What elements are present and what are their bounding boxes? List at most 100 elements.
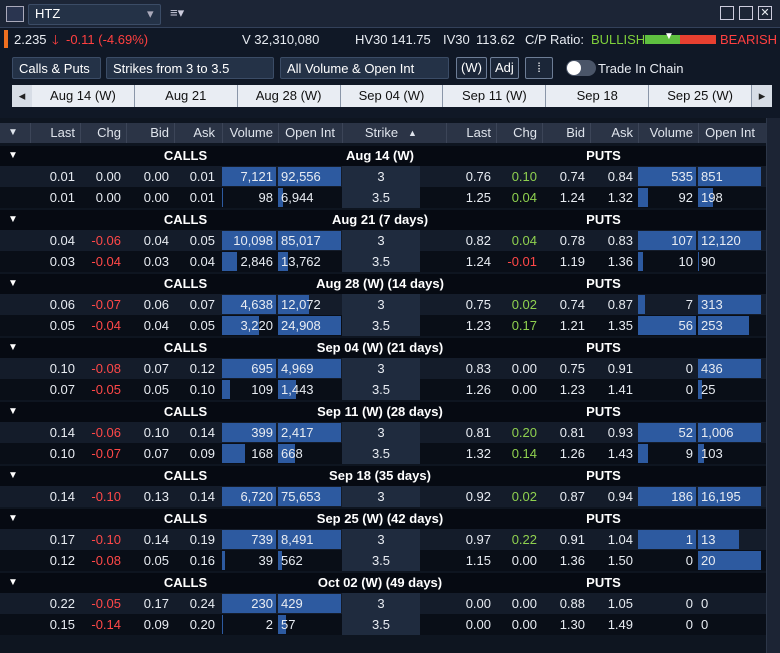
- calls-cell: -0.06: [91, 425, 121, 440]
- minimize-button[interactable]: [720, 6, 734, 20]
- column-header[interactable]: Last: [446, 123, 494, 143]
- puts-cell: 0: [685, 596, 693, 611]
- expiry-tab[interactable]: Sep 11 (W): [443, 85, 547, 107]
- calls-cell: 3,220: [240, 318, 273, 333]
- collapse-toggle[interactable]: ▼: [8, 214, 18, 225]
- volume-bar: [698, 487, 761, 506]
- calls-cell: -0.05: [91, 382, 121, 397]
- volume-bar: [222, 530, 276, 549]
- puts-cell: 0: [685, 553, 693, 568]
- puts-cell: 1.25: [465, 190, 491, 205]
- calls-cell: 562: [281, 553, 303, 568]
- puts-cell: 103: [701, 446, 723, 461]
- gauge-pointer: ▼: [664, 31, 674, 42]
- puts-cell: 198: [701, 190, 723, 205]
- puts-cell: 0.00: [465, 596, 491, 611]
- symbol-field[interactable]: HTZ: [28, 4, 161, 25]
- calls-cell: 10,098: [233, 233, 273, 248]
- column-header[interactable]: Chg: [80, 123, 124, 143]
- tab-scroll-left[interactable]: ◂: [12, 85, 32, 107]
- expiry-tab[interactable]: Sep 25 (W): [649, 85, 752, 107]
- expiry-tab[interactable]: Aug 21: [134, 85, 238, 107]
- volume-bar: [638, 295, 646, 314]
- volume-bar: [222, 295, 276, 314]
- collapse-toggle[interactable]: ▼: [8, 342, 18, 353]
- expiry-tab[interactable]: Aug 14 (W): [32, 85, 135, 107]
- calls-cell: -0.05: [91, 596, 121, 611]
- filter-dropdown[interactable]: Strikes from 3 to 3.5: [106, 57, 274, 79]
- column-header[interactable]: Open Int: [278, 123, 341, 143]
- column-header[interactable]: Volume: [638, 123, 696, 143]
- close-button[interactable]: ✕: [758, 6, 772, 20]
- tab-scroll-right[interactable]: ▸: [752, 85, 772, 107]
- volume-bar: [278, 316, 341, 335]
- puts-cell: 1.23: [465, 318, 491, 333]
- weekly-button[interactable]: (W): [456, 57, 487, 79]
- calls-cell: 0.04: [189, 254, 215, 269]
- calls-cell: 0.12: [189, 361, 215, 376]
- toggle-switch[interactable]: [566, 60, 596, 76]
- puts-cell: 1.19: [559, 254, 585, 269]
- column-header[interactable]: Bid: [126, 123, 172, 143]
- puts-cell: 1.24: [465, 254, 491, 269]
- collapse-toggle[interactable]: ▼: [8, 470, 18, 481]
- expiry-tab[interactable]: Sep 18: [546, 85, 650, 107]
- strike-cell: 3: [342, 529, 420, 550]
- layout-button[interactable]: ⁞: [525, 57, 553, 79]
- volume-bar: [278, 231, 341, 250]
- puts-cell: 1.36: [559, 553, 585, 568]
- volume-bar: [698, 231, 761, 250]
- column-header[interactable]: Bid: [542, 123, 588, 143]
- calls-label: CALLS: [163, 468, 208, 483]
- scrollbar[interactable]: [766, 118, 780, 653]
- calls-cell: 0.15: [49, 617, 75, 632]
- expiry-title: Aug 14 (W): [346, 148, 414, 163]
- collapse-toggle[interactable]: ▼: [8, 577, 18, 588]
- column-header[interactable]: Ask: [590, 123, 636, 143]
- puts-cell: 0.87: [607, 297, 633, 312]
- collapse-toggle[interactable]: ▼: [8, 150, 18, 161]
- column-header[interactable]: Ask: [174, 123, 218, 143]
- expiry-tab[interactable]: Sep 04 (W): [340, 85, 444, 107]
- filter-dropdown[interactable]: All Volume & Open Int: [280, 57, 449, 79]
- column-header[interactable]: Last: [30, 123, 78, 143]
- dropdown-arrow[interactable]: ▾: [147, 6, 154, 21]
- volume-bar: [638, 188, 648, 207]
- cp-ratio-label: C/P Ratio:: [525, 32, 585, 47]
- puts-cell: 1: [685, 532, 693, 547]
- calls-cell: 0.10: [143, 425, 169, 440]
- header-sort[interactable]: ▼: [8, 127, 18, 138]
- calls-cell: 92,556: [281, 169, 321, 184]
- filter-dropdown[interactable]: Calls & Puts: [12, 57, 101, 79]
- collapse-toggle[interactable]: ▼: [8, 406, 18, 417]
- calls-cell: 0.05: [143, 553, 169, 568]
- puts-cell: 0.75: [559, 361, 585, 376]
- last-price: 2.235: [14, 32, 47, 47]
- puts-cell: 0.14: [511, 446, 537, 461]
- expiry-tab[interactable]: Aug 28 (W): [237, 85, 341, 107]
- column-header[interactable]: Strike: [342, 123, 420, 143]
- column-header[interactable]: Chg: [496, 123, 540, 143]
- calls-cell: 0.13: [143, 489, 169, 504]
- puts-cell: 0.74: [559, 169, 585, 184]
- calls-cell: 0.09: [143, 617, 169, 632]
- strike-cell: 3.5: [342, 379, 420, 400]
- menu-icon[interactable]: ≡▾: [170, 5, 185, 20]
- puts-cell: 0.87: [559, 489, 585, 504]
- adj-button[interactable]: Adj: [490, 57, 519, 79]
- puts-label: PUTS: [586, 340, 621, 355]
- volume-bar: [222, 252, 238, 271]
- maximize-button[interactable]: [739, 6, 753, 20]
- app-icon[interactable]: [6, 6, 24, 22]
- column-header[interactable]: Open Int: [698, 123, 761, 143]
- column-header[interactable]: Volume: [222, 123, 276, 143]
- puts-cell: 1.35: [607, 318, 633, 333]
- calls-cell: 7,121: [240, 169, 273, 184]
- puts-cell: 90: [701, 254, 716, 269]
- collapse-toggle[interactable]: ▼: [8, 513, 18, 524]
- calls-cell: -0.10: [91, 489, 121, 504]
- calls-cell: -0.04: [91, 318, 121, 333]
- puts-cell: 1,006: [701, 425, 734, 440]
- volume-bar: [278, 594, 341, 613]
- collapse-toggle[interactable]: ▼: [8, 278, 18, 289]
